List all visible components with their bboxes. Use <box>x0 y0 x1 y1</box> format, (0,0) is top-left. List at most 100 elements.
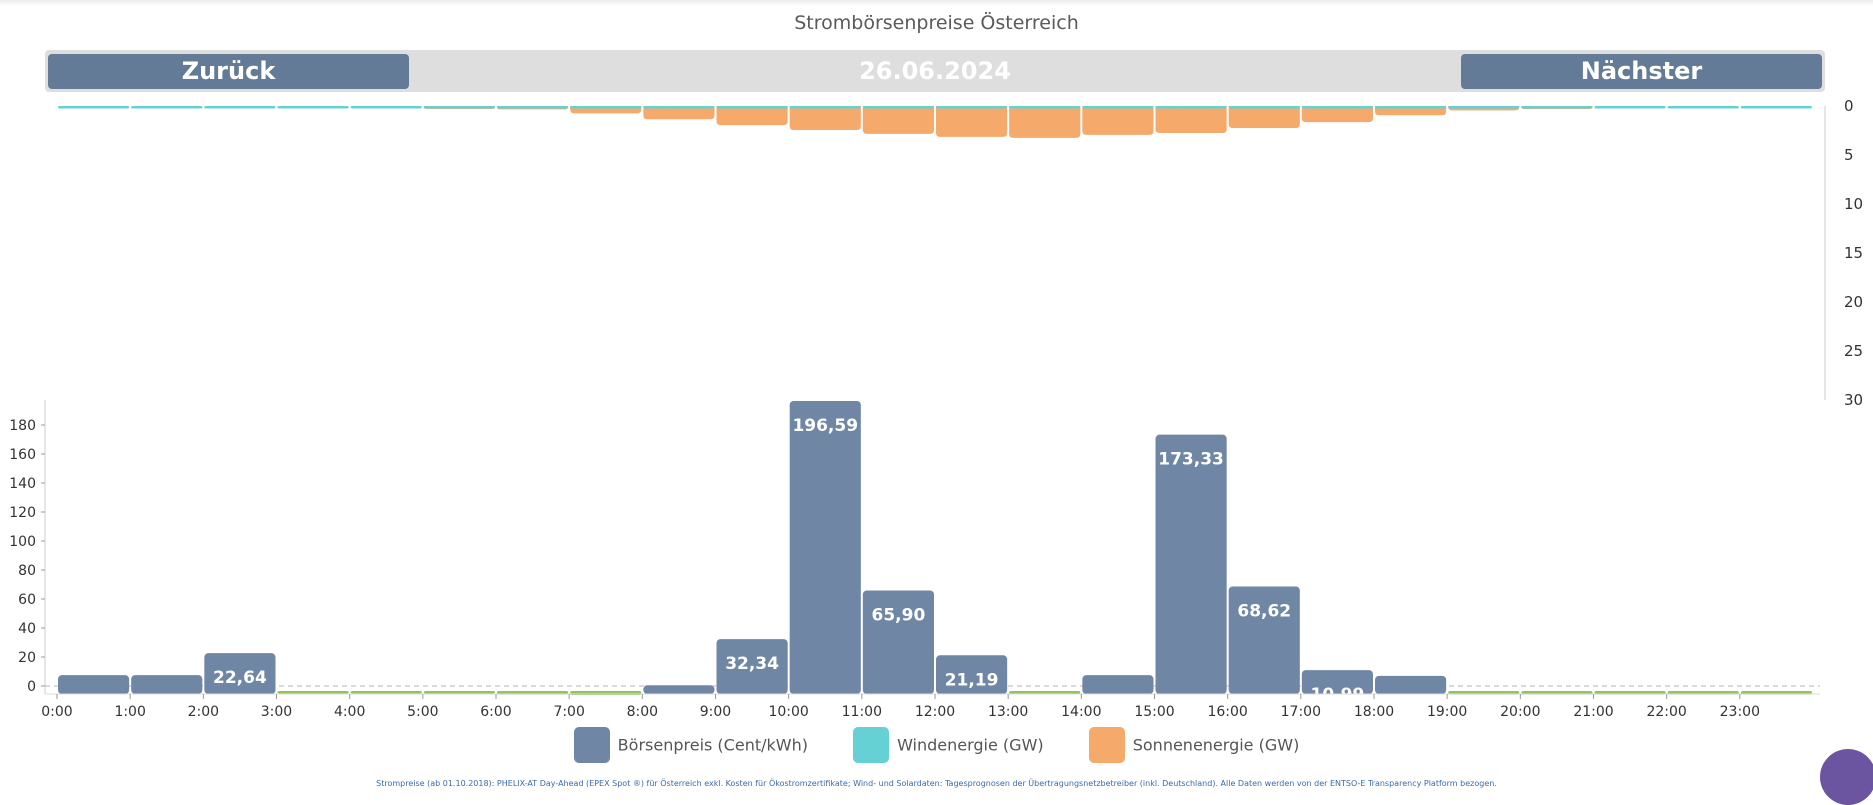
x-tick-label: 23:00 <box>1720 704 1760 720</box>
legend-item-solar[interactable]: Sonnenenergie (GW) <box>1088 727 1300 763</box>
current-date: 26.06.2024 <box>859 57 1011 85</box>
legend-label-price: Börsenpreis (Cent/kWh) <box>617 735 808 755</box>
legend-swatch-price <box>573 727 610 763</box>
price-data-label: 173,33 <box>1158 450 1224 470</box>
price-bar <box>1082 675 1154 694</box>
wind-bar <box>1228 106 1300 109</box>
x-tick-label: 5:00 <box>407 704 438 720</box>
energy-y-tick-label: 10 <box>1844 195 1863 213</box>
next-day-button[interactable]: Nächster <box>1461 54 1822 89</box>
energy-y-tick-label: 20 <box>1844 293 1863 311</box>
price-data-label: 10,99 <box>1311 685 1365 705</box>
wind-bar <box>1448 106 1520 109</box>
x-tick-label: 15:00 <box>1134 704 1174 720</box>
price-y-tick-label: 80 <box>18 563 36 579</box>
wind-bar <box>570 106 642 109</box>
solar-bar <box>936 106 1008 137</box>
price-data-label: 65,90 <box>872 605 926 625</box>
price-bar-negative <box>350 691 422 694</box>
solar-bar <box>789 106 861 131</box>
wind-bar <box>204 106 276 109</box>
x-tick-label: 4:00 <box>334 704 365 720</box>
wind-bar <box>716 106 788 109</box>
solar-bar <box>1301 106 1373 123</box>
x-tick-label: 11:00 <box>842 704 882 720</box>
page-title: Strombörsenpreise Österreich <box>794 12 1079 34</box>
legend-swatch-solar <box>1088 727 1125 763</box>
price-y-tick-label: 160 <box>9 447 36 463</box>
solar-bar <box>1155 106 1227 133</box>
legend-label-solar: Sonnenenergie (GW) <box>1132 735 1300 755</box>
price-bar <box>58 675 130 694</box>
price-bar <box>1228 586 1300 694</box>
price-bar <box>204 653 276 694</box>
energy-y-tick-label: 5 <box>1844 146 1854 164</box>
legend-swatch-wind <box>853 727 890 763</box>
x-tick-label: 0:00 <box>41 704 72 720</box>
price-data-label: 32,34 <box>725 654 779 674</box>
price-y-tick-label: 60 <box>18 592 36 608</box>
energy-y-tick-label: 15 <box>1844 244 1863 262</box>
price-data-label: 22,64 <box>213 668 267 688</box>
x-tick-label: 9:00 <box>700 704 731 720</box>
wind-bar <box>1155 106 1227 109</box>
x-tick-label: 14:00 <box>1061 704 1101 720</box>
x-tick-label: 13:00 <box>988 704 1028 720</box>
wind-bar <box>643 106 715 109</box>
solar-bar <box>1082 106 1154 135</box>
solar-bar <box>1228 106 1300 129</box>
energy-y-tick-label: 30 <box>1844 391 1863 409</box>
x-tick-label: 7:00 <box>553 704 584 720</box>
price-bar <box>1301 670 1373 694</box>
wind-bar <box>1009 106 1081 109</box>
wind-bar <box>131 106 203 109</box>
price-y-tick-label: 100 <box>9 534 36 550</box>
previous-day-button[interactable]: Zurück <box>48 54 409 89</box>
legend-item-wind[interactable]: Windenergie (GW) <box>853 727 1044 763</box>
data-source-footnote: Strompreise (ab 01.10.2018): PHELIX-AT D… <box>376 779 1497 788</box>
chat-widget-button[interactable] <box>1820 749 1873 805</box>
x-tick-label: 1:00 <box>114 704 145 720</box>
wind-bar <box>936 106 1008 109</box>
wind-bar <box>1667 106 1739 109</box>
wind-bar <box>58 106 130 109</box>
x-tick-label: 22:00 <box>1646 704 1686 720</box>
price-bar <box>936 655 1008 694</box>
price-data-label: 68,62 <box>1237 602 1291 622</box>
price-bar <box>716 639 788 694</box>
x-tick-label: 8:00 <box>627 704 658 720</box>
solar-bar <box>1009 106 1081 138</box>
price-bar <box>789 400 861 694</box>
x-tick-label: 16:00 <box>1207 704 1247 720</box>
chart-legend: Börsenpreis (Cent/kWh) Windenergie (GW) … <box>0 727 1873 763</box>
solar-bar <box>862 106 934 134</box>
price-bar <box>1155 434 1227 694</box>
wind-bar <box>350 106 422 109</box>
x-tick-label: 20:00 <box>1500 704 1540 720</box>
price-y-tick-label: 0 <box>27 679 36 695</box>
price-y-tick-label: 120 <box>9 505 36 521</box>
wind-bar <box>1594 106 1666 109</box>
top-shadow <box>0 0 1873 6</box>
price-data-label: 21,19 <box>945 670 999 690</box>
legend-item-price[interactable]: Börsenpreis (Cent/kWh) <box>573 727 808 763</box>
x-tick-label: 21:00 <box>1573 704 1613 720</box>
wind-bar <box>1521 106 1593 109</box>
price-bar-negative <box>277 691 349 694</box>
x-tick-label: 6:00 <box>480 704 511 720</box>
wind-bar <box>1740 106 1812 109</box>
price-y-tick-label: 180 <box>9 418 36 434</box>
date-navigation-bar: Zurück 26.06.2024 Nächster <box>45 50 1825 92</box>
energy-y-tick-label: 25 <box>1844 342 1863 360</box>
price-data-label: 196,59 <box>792 416 858 436</box>
x-tick-label: 17:00 <box>1281 704 1321 720</box>
x-tick-label: 3:00 <box>261 704 292 720</box>
solar-bar <box>643 106 715 120</box>
wind-bar <box>277 106 349 109</box>
price-bar <box>643 685 715 694</box>
price-bar <box>1375 675 1447 694</box>
price-y-tick-label: 20 <box>18 650 36 666</box>
price-y-tick-label: 140 <box>9 476 36 492</box>
price-y-tick-label: 40 <box>18 621 36 637</box>
